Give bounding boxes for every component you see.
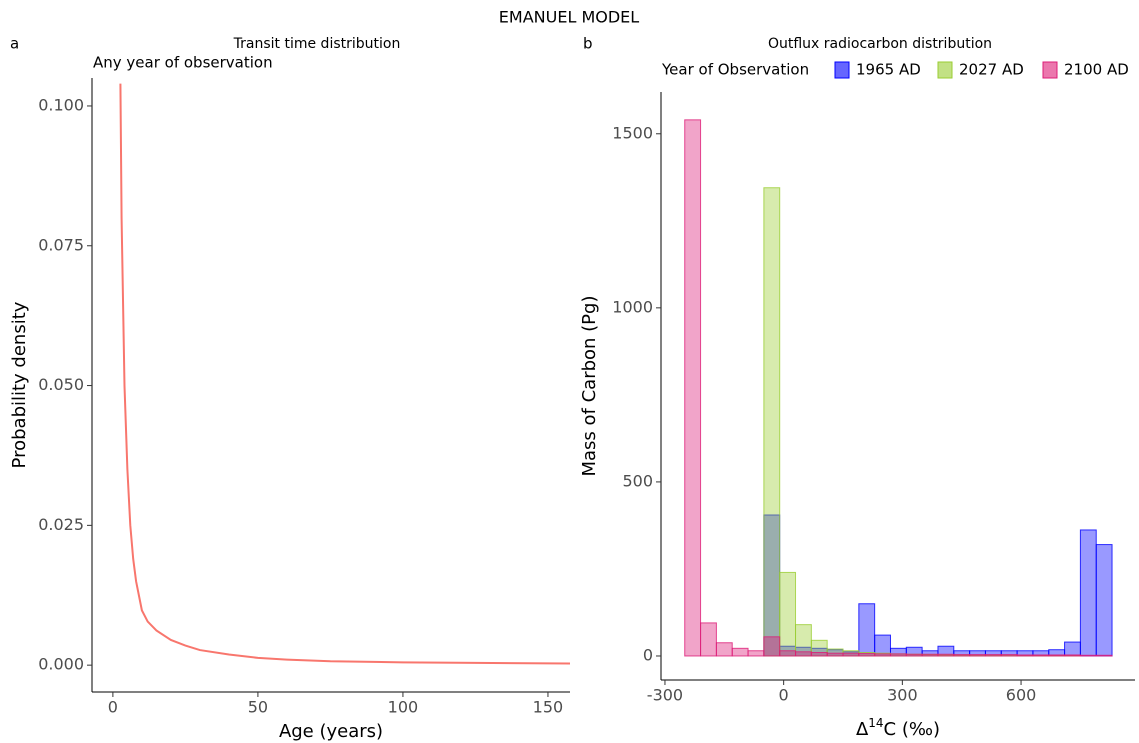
histogram-bar (953, 654, 971, 657)
y-tick-label: 0.050 (38, 375, 84, 394)
legend-key (937, 61, 953, 79)
panel-label: b (583, 35, 593, 53)
histogram-bar (1064, 654, 1081, 657)
panel-subtitle: Any year of observation (93, 54, 273, 72)
histogram-bar (858, 603, 876, 657)
x-tick-label: 0 (108, 698, 118, 717)
x-tick-label: 0 (779, 686, 789, 705)
legend-title: Year of Observation (661, 61, 809, 79)
y-tick-label: 0 (643, 645, 653, 664)
histogram-bar (715, 642, 733, 657)
histogram-bar (889, 653, 907, 657)
histogram-bar (684, 119, 702, 657)
x-axis-title-part: C (‰) (884, 719, 941, 740)
y-tick-label: 0.100 (38, 95, 84, 114)
y-tick-label: 1500 (612, 123, 653, 142)
histogram-bar (1095, 654, 1113, 657)
x-tick-label: 600 (1006, 686, 1037, 705)
histogram-bar (874, 653, 891, 657)
x-axis-title: Δ14C (‰) (856, 716, 940, 741)
histogram-bar (795, 624, 812, 657)
histogram-bar (795, 651, 812, 657)
legend-key (1042, 61, 1058, 79)
legend-label: 2100 AD (1064, 61, 1129, 79)
histogram-bar (1000, 654, 1018, 657)
histogram-bar (747, 650, 765, 657)
y-tick-label: 0.025 (38, 515, 84, 534)
x-tick-label: 100 (388, 698, 419, 717)
y-tick-label: 0.075 (38, 235, 84, 254)
histogram-bar (826, 652, 844, 657)
histogram-bar (905, 653, 923, 657)
histogram-bar (1095, 544, 1113, 657)
x-axis-title: Age (years) (279, 721, 383, 742)
histogram-bar (937, 653, 955, 657)
x-tick-label: 150 (533, 698, 564, 717)
panel-title: Transit time distribution (233, 36, 401, 52)
histogram-bar (921, 653, 939, 657)
histogram-bar (810, 651, 828, 657)
main-title: EMANUEL MODEL (499, 8, 639, 27)
x-tick-label: 50 (248, 698, 268, 717)
legend-label: 1965 AD (856, 61, 921, 79)
y-tick-label: 0.000 (38, 655, 84, 674)
histogram-bar (1032, 654, 1050, 657)
histogram-bar (779, 650, 797, 657)
y-axis-title: Mass of Carbon (Pg) (579, 295, 600, 476)
y-tick-label: 1000 (612, 297, 653, 316)
histogram-bar (1048, 654, 1066, 657)
histogram-bar (1064, 641, 1081, 657)
histogram-bar (1016, 654, 1034, 657)
histogram-bar (763, 636, 781, 657)
x-axis-title-part: Δ (856, 719, 869, 740)
x-tick-label: -300 (647, 686, 683, 705)
histogram-bar (1079, 654, 1097, 657)
y-tick-label: 500 (622, 471, 653, 490)
legend-key (834, 61, 850, 79)
curve (119, 83, 570, 665)
histogram-bar (763, 187, 781, 657)
histogram-bar (779, 571, 797, 657)
x-axis-title-part: 14 (868, 716, 883, 730)
histogram-bar (1079, 529, 1097, 657)
histogram-bar (984, 654, 1002, 657)
panel-title: Outflux radiocarbon distribution (768, 36, 992, 52)
histogram-bar (858, 653, 876, 657)
y-axis-title: Probability density (9, 301, 30, 468)
histogram-bar (969, 654, 986, 657)
histogram-bar (842, 652, 860, 657)
legend-label: 2027 AD (959, 61, 1024, 79)
panel-label: a (10, 35, 19, 53)
histogram-bar (700, 622, 717, 657)
histogram-bar (731, 647, 749, 657)
x-tick-label: 300 (887, 686, 918, 705)
